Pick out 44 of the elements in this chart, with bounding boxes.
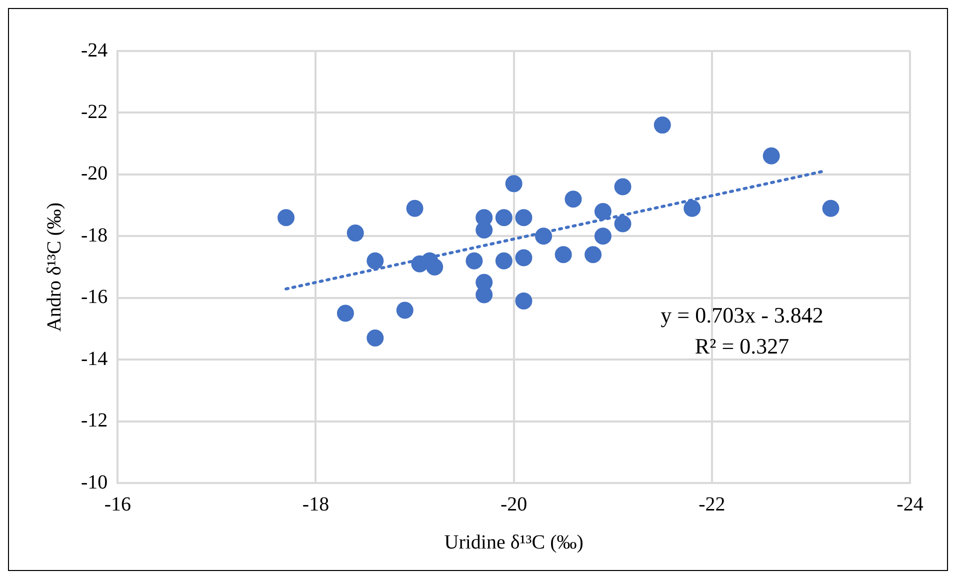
y-tick-label: -22 xyxy=(80,100,108,123)
point xyxy=(594,202,612,220)
point xyxy=(654,116,671,134)
point xyxy=(822,200,840,217)
point xyxy=(466,252,483,270)
point xyxy=(426,258,444,276)
y-tick-label: -10 xyxy=(80,471,108,494)
point xyxy=(366,329,384,346)
point xyxy=(278,209,295,226)
x-tick-label: -22 xyxy=(698,493,726,516)
point xyxy=(584,246,602,264)
x-tick-label: -18 xyxy=(302,493,330,516)
point xyxy=(515,292,532,310)
point xyxy=(684,200,701,217)
point xyxy=(366,252,384,270)
y-tick-label: -20 xyxy=(80,162,108,185)
point xyxy=(515,249,532,266)
point xyxy=(554,246,572,264)
y-tick-label: -16 xyxy=(80,286,108,308)
point xyxy=(396,302,414,319)
point xyxy=(762,147,780,164)
point xyxy=(495,252,512,270)
x-tick-label: -24 xyxy=(896,493,924,516)
point xyxy=(505,175,522,192)
annotation: R² = 0.327 xyxy=(694,333,790,358)
x-tick-label: -20 xyxy=(500,493,528,516)
y-tick-label: -12 xyxy=(80,410,108,432)
x-axis-title: Uridine δ¹³C (‰) xyxy=(444,531,584,554)
annotation: y = 0.703x - 3.842 xyxy=(660,302,824,328)
point xyxy=(594,228,612,245)
point xyxy=(515,209,532,226)
y-axis-title: Andro δ¹³C (‰) xyxy=(43,202,66,332)
y-tick-label: -14 xyxy=(80,348,108,370)
point xyxy=(564,190,582,208)
point xyxy=(406,200,424,217)
point xyxy=(495,209,512,226)
point xyxy=(535,228,552,245)
point xyxy=(614,215,632,232)
point xyxy=(614,178,632,196)
y-tick-label: -18 xyxy=(80,224,108,246)
y-tick-label: -24 xyxy=(80,39,108,62)
point xyxy=(336,304,354,322)
x-tick-label: -16 xyxy=(104,493,131,516)
point xyxy=(346,224,364,242)
